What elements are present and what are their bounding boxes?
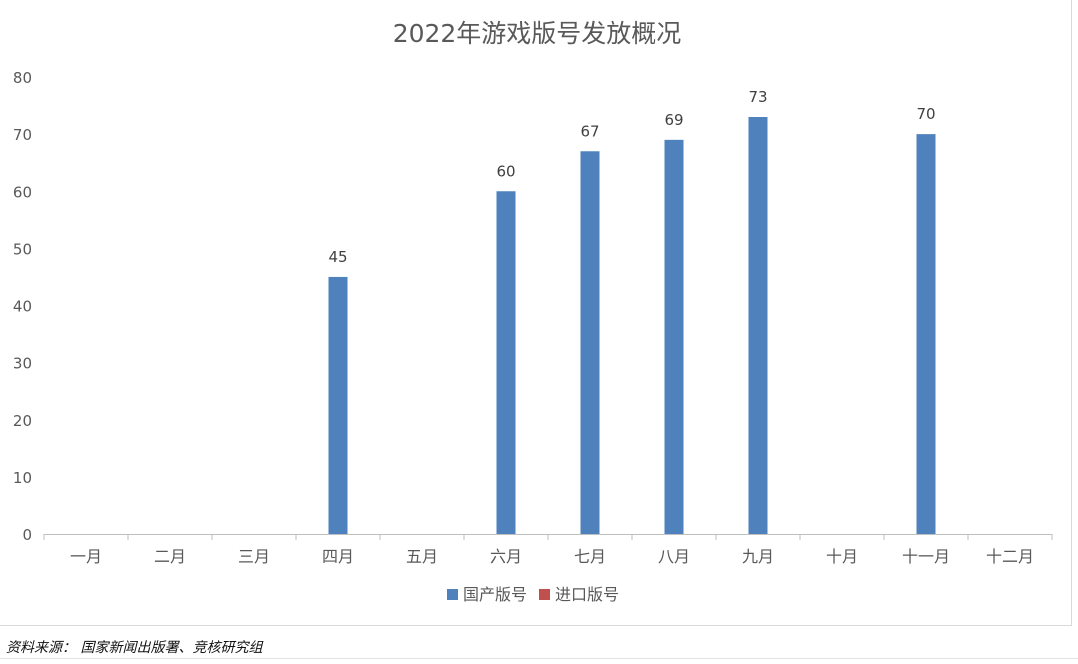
legend-swatch bbox=[447, 589, 458, 600]
y-tick-label: 20 bbox=[13, 412, 32, 430]
x-tick-label: 十一月 bbox=[902, 547, 950, 566]
data-label: 70 bbox=[916, 105, 935, 123]
data-label: 73 bbox=[748, 88, 767, 106]
x-tick-label: 一月 bbox=[70, 547, 102, 566]
y-tick-label: 70 bbox=[13, 126, 32, 144]
x-tick-label: 二月 bbox=[154, 547, 186, 566]
data-label: 60 bbox=[496, 162, 515, 180]
bar-chart: 2022年游戏版号发放概况 0 10 20 30 40 50 60 70 80 一月 二月 三月 四月… bbox=[13, 19, 1053, 604]
y-tick-label: 30 bbox=[13, 355, 32, 373]
source-note: 资料来源： 国家新闻出版署、竞核研究组 bbox=[6, 640, 263, 656]
bar bbox=[664, 139, 684, 534]
bar bbox=[748, 116, 768, 535]
x-tick-label: 三月 bbox=[238, 547, 270, 566]
x-tick-label: 十二月 bbox=[986, 547, 1034, 566]
legend-label: 国产版号 bbox=[463, 585, 527, 604]
bar bbox=[496, 191, 516, 534]
x-tick-label: 九月 bbox=[742, 547, 774, 566]
x-tick-label: 十月 bbox=[826, 547, 858, 566]
legend-label: 进口版号 bbox=[555, 585, 619, 604]
chart-title: 2022年游戏版号发放概况 bbox=[393, 19, 682, 48]
bars bbox=[328, 116, 936, 535]
data-label: 45 bbox=[328, 248, 347, 266]
x-tick-label: 六月 bbox=[490, 547, 522, 566]
bar bbox=[580, 151, 600, 534]
y-tick-label: 60 bbox=[13, 183, 32, 201]
x-tick-label: 八月 bbox=[658, 547, 690, 566]
sheet-grid bbox=[0, 658, 1078, 664]
y-axis: 0 10 20 30 40 50 60 70 80 bbox=[13, 69, 32, 544]
x-tick-label: 七月 bbox=[574, 547, 606, 566]
legend: 国产版号 进口版号 bbox=[447, 585, 619, 604]
data-label: 67 bbox=[580, 122, 599, 140]
y-tick-label: 50 bbox=[13, 240, 32, 258]
x-axis: 一月 二月 三月 四月 五月 六月 七月 八月 九月 十月 十一月 十二月 bbox=[43, 534, 1053, 566]
legend-swatch bbox=[539, 589, 550, 600]
chart-frame: 2022年游戏版号发放概况 0 10 20 30 40 50 60 70 80 一月 二月 三月 四月… bbox=[0, 0, 1072, 626]
bar bbox=[916, 134, 936, 534]
x-tick-label: 五月 bbox=[406, 547, 438, 566]
y-tick-label: 0 bbox=[22, 526, 32, 544]
data-label: 69 bbox=[664, 111, 683, 129]
bar bbox=[328, 276, 348, 534]
y-tick-label: 80 bbox=[13, 69, 32, 87]
y-tick-label: 10 bbox=[13, 469, 32, 487]
y-tick-label: 40 bbox=[13, 298, 32, 316]
x-tick-label: 四月 bbox=[322, 547, 354, 566]
data-labels: 45 60 67 69 73 70 bbox=[328, 88, 935, 266]
